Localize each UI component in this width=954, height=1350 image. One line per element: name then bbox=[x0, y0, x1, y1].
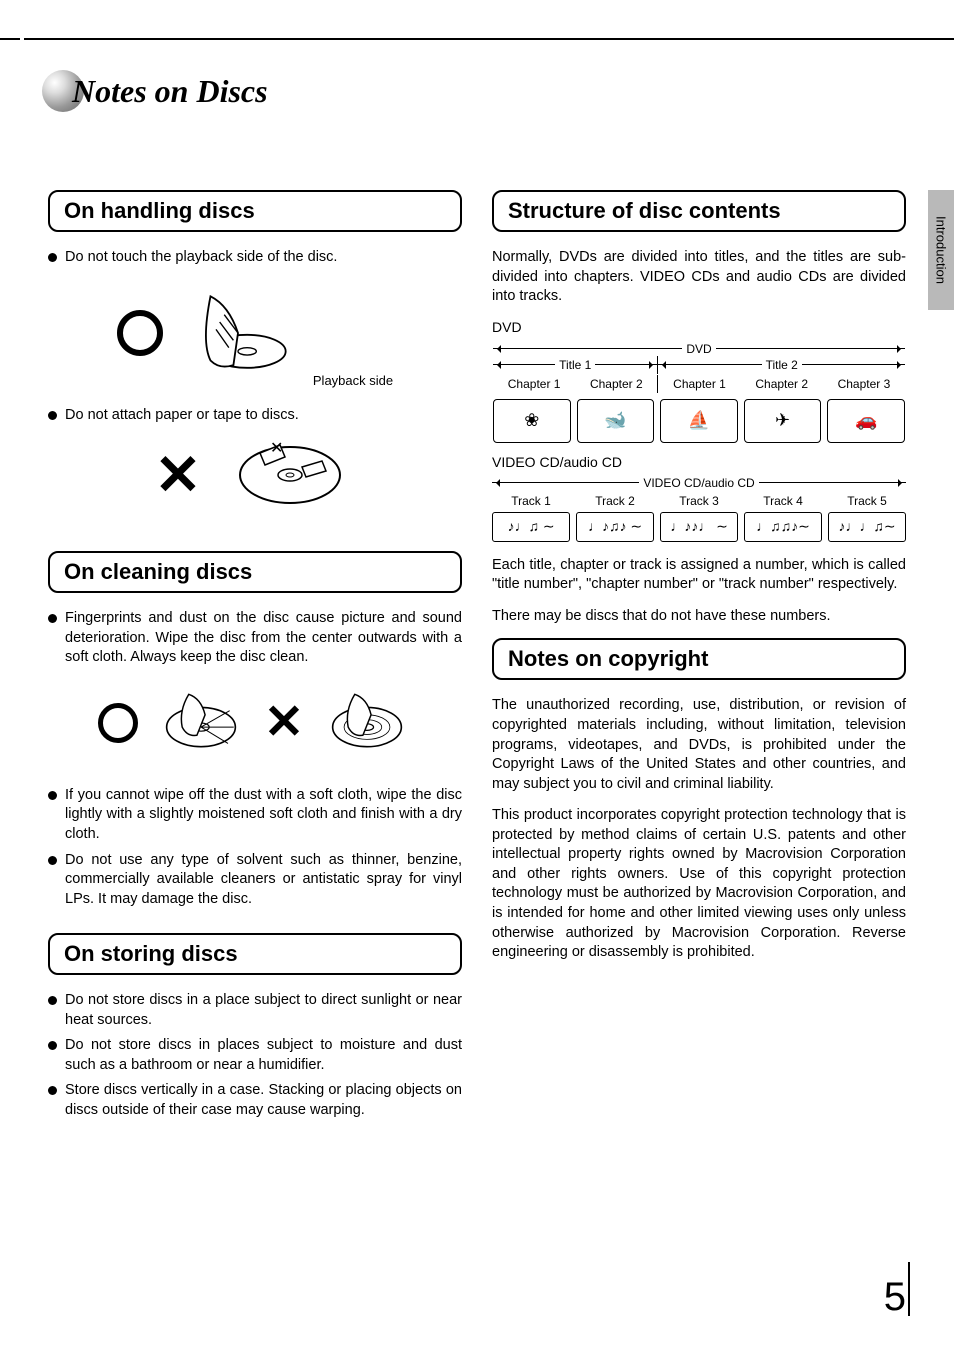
page-number: 5 bbox=[884, 1275, 906, 1320]
section-copyright-head: Notes on copyright bbox=[492, 638, 906, 680]
paragraph: Each title, chapter or track is assigned… bbox=[492, 556, 906, 595]
track-label: Track 5 bbox=[828, 494, 906, 508]
no-icon: ✕ bbox=[264, 699, 304, 747]
paragraph: Normally, DVDs are divided into titles, … bbox=[492, 248, 906, 307]
dvd-top-label: DVD bbox=[686, 342, 711, 356]
paragraph: There may be discs that do not have thes… bbox=[492, 607, 906, 627]
chapter-label: Chapter 1 bbox=[657, 375, 740, 393]
track-thumb-icon: ♪♩♫ ∼ bbox=[492, 512, 570, 542]
diagram-wipe: ✕ bbox=[48, 678, 462, 768]
chapter-thumb-icon: ❀ bbox=[493, 399, 571, 443]
chapter-label: Chapter 1 bbox=[493, 375, 575, 393]
columns: On handling discs Do not touch the playb… bbox=[48, 190, 906, 1127]
track-label: Track 1 bbox=[492, 494, 570, 508]
bullet: Store discs vertically in a case. Stacki… bbox=[48, 1081, 462, 1120]
title-label: Title 1 bbox=[559, 358, 591, 372]
chapter-thumb-icon: 🐋 bbox=[577, 399, 655, 443]
bullet: Do not store discs in places subject to … bbox=[48, 1036, 462, 1075]
chapter-label: Chapter 3 bbox=[823, 375, 905, 393]
dvd-label: DVD bbox=[492, 319, 906, 335]
bullet-icon bbox=[48, 614, 57, 623]
paragraph: The unauthorized recording, use, distrib… bbox=[492, 696, 906, 794]
track-thumb-icon: ♩♪♪♩ ∼ bbox=[660, 512, 738, 542]
cd-label: VIDEO CD/audio CD bbox=[492, 454, 906, 470]
section-structure-head: Structure of disc contents bbox=[492, 190, 906, 232]
track-thumb-icon: ♩♫♫♪∼ bbox=[744, 512, 822, 542]
section-storing-head: On storing discs bbox=[48, 933, 462, 975]
disc-with-tape-icon: ✕ bbox=[225, 435, 355, 515]
track-label: Track 2 bbox=[576, 494, 654, 508]
paragraph: This product incorporates copyright prot… bbox=[492, 806, 906, 963]
top-rule bbox=[0, 38, 954, 40]
bullet: Do not use any type of solvent such as t… bbox=[48, 851, 462, 910]
chapter-label: Chapter 2 bbox=[575, 375, 657, 393]
side-tab: Introduction bbox=[928, 190, 954, 310]
wipe-outward-icon bbox=[156, 678, 246, 768]
bullet-text: Store discs vertically in a case. Stacki… bbox=[65, 1081, 462, 1120]
chapter-thumb-icon: ⛵ bbox=[660, 399, 738, 443]
bullet-icon bbox=[48, 856, 57, 865]
bullet-text: If you cannot wipe off the dust with a s… bbox=[65, 786, 462, 845]
bullet: Fingerprints and dust on the disc cause … bbox=[48, 609, 462, 668]
bullet-icon bbox=[48, 253, 57, 262]
track-label: Track 4 bbox=[744, 494, 822, 508]
section-cleaning-head: On cleaning discs bbox=[48, 551, 462, 593]
bullet: Do not attach paper or tape to discs. bbox=[48, 406, 462, 426]
bullet-icon bbox=[48, 411, 57, 420]
ok-icon bbox=[98, 703, 138, 743]
bullet: Do not touch the playback side of the di… bbox=[48, 248, 462, 268]
left-column: On handling discs Do not touch the playb… bbox=[48, 190, 462, 1127]
track-label: Track 3 bbox=[660, 494, 738, 508]
no-icon: ✕ bbox=[155, 447, 202, 503]
bullet-text: Fingerprints and dust on the disc cause … bbox=[65, 609, 462, 668]
chapter-label: Chapter 2 bbox=[741, 375, 823, 393]
bullet-text: Do not attach paper or tape to discs. bbox=[65, 406, 462, 426]
diagram-hand-disc: Playback side bbox=[48, 278, 462, 388]
bullet: Do not store discs in a place subject to… bbox=[48, 991, 462, 1030]
svg-text:✕: ✕ bbox=[270, 440, 283, 457]
bullet-icon bbox=[48, 996, 57, 1005]
bullet-text: Do not store discs in a place subject to… bbox=[65, 991, 462, 1030]
chapter-thumb-icon: ✈ bbox=[744, 399, 822, 443]
side-tab-label: Introduction bbox=[934, 216, 949, 284]
page-number-rule bbox=[908, 1262, 910, 1316]
title-label: Title 2 bbox=[766, 358, 798, 372]
diagram-no-tape: ✕ ✕ bbox=[48, 435, 462, 515]
page-title-wrap: Notes on Discs bbox=[42, 70, 268, 112]
bullet-text: Do not store discs in places subject to … bbox=[65, 1036, 462, 1075]
bullet-text: Do not use any type of solvent such as t… bbox=[65, 851, 462, 910]
dvd-structure-diagram: DVD Title 1 Title 2 Chapter 1 Chapter 2 … bbox=[492, 341, 906, 444]
bullet-text: Do not touch the playback side of the di… bbox=[65, 248, 462, 268]
cd-structure-diagram: VIDEO CD/audio CD Track 1 Track 2 Track … bbox=[492, 476, 906, 542]
track-thumb-icon: ♩♪♫♪ ∼ bbox=[576, 512, 654, 542]
page-title: Notes on Discs bbox=[72, 73, 268, 110]
bullet: If you cannot wipe off the dust with a s… bbox=[48, 786, 462, 845]
playback-side-caption: Playback side bbox=[313, 373, 393, 388]
track-thumb-icon: ♪♩♩♫∼ bbox=[828, 512, 906, 542]
section-handling-head: On handling discs bbox=[48, 190, 462, 232]
right-column: Structure of disc contents Normally, DVD… bbox=[492, 190, 906, 1127]
chapter-thumb-icon: 🚗 bbox=[827, 399, 905, 443]
wipe-circular-icon bbox=[322, 678, 412, 768]
bullet-icon bbox=[48, 791, 57, 800]
bullet-icon bbox=[48, 1086, 57, 1095]
hand-holding-disc-icon bbox=[183, 278, 293, 388]
ok-icon bbox=[117, 310, 163, 356]
bullet-icon bbox=[48, 1041, 57, 1050]
cd-top-label: VIDEO CD/audio CD bbox=[643, 476, 754, 490]
